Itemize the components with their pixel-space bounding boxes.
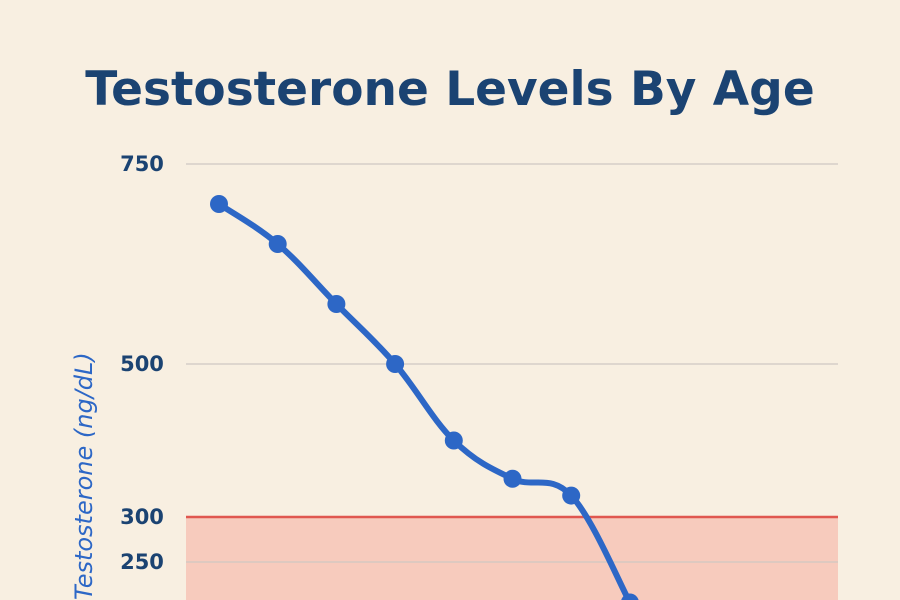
data-point-5	[444, 431, 463, 450]
y-tick-label-500: 500	[120, 352, 164, 376]
data-point-1	[210, 195, 228, 213]
data-point-2	[268, 235, 287, 253]
data-point-3	[327, 295, 346, 313]
low-zone-band	[186, 517, 838, 600]
y-tick-label-750: 750	[120, 152, 164, 176]
data-point-4	[386, 355, 405, 373]
y-tick-label-250: 250	[120, 550, 164, 574]
data-point-7	[562, 486, 581, 505]
y-tick-label-300: 300	[120, 505, 164, 529]
chart-title: Testosterone Levels By Age	[85, 62, 815, 117]
data-point-6	[503, 469, 522, 488]
data-point-8	[621, 593, 639, 600]
